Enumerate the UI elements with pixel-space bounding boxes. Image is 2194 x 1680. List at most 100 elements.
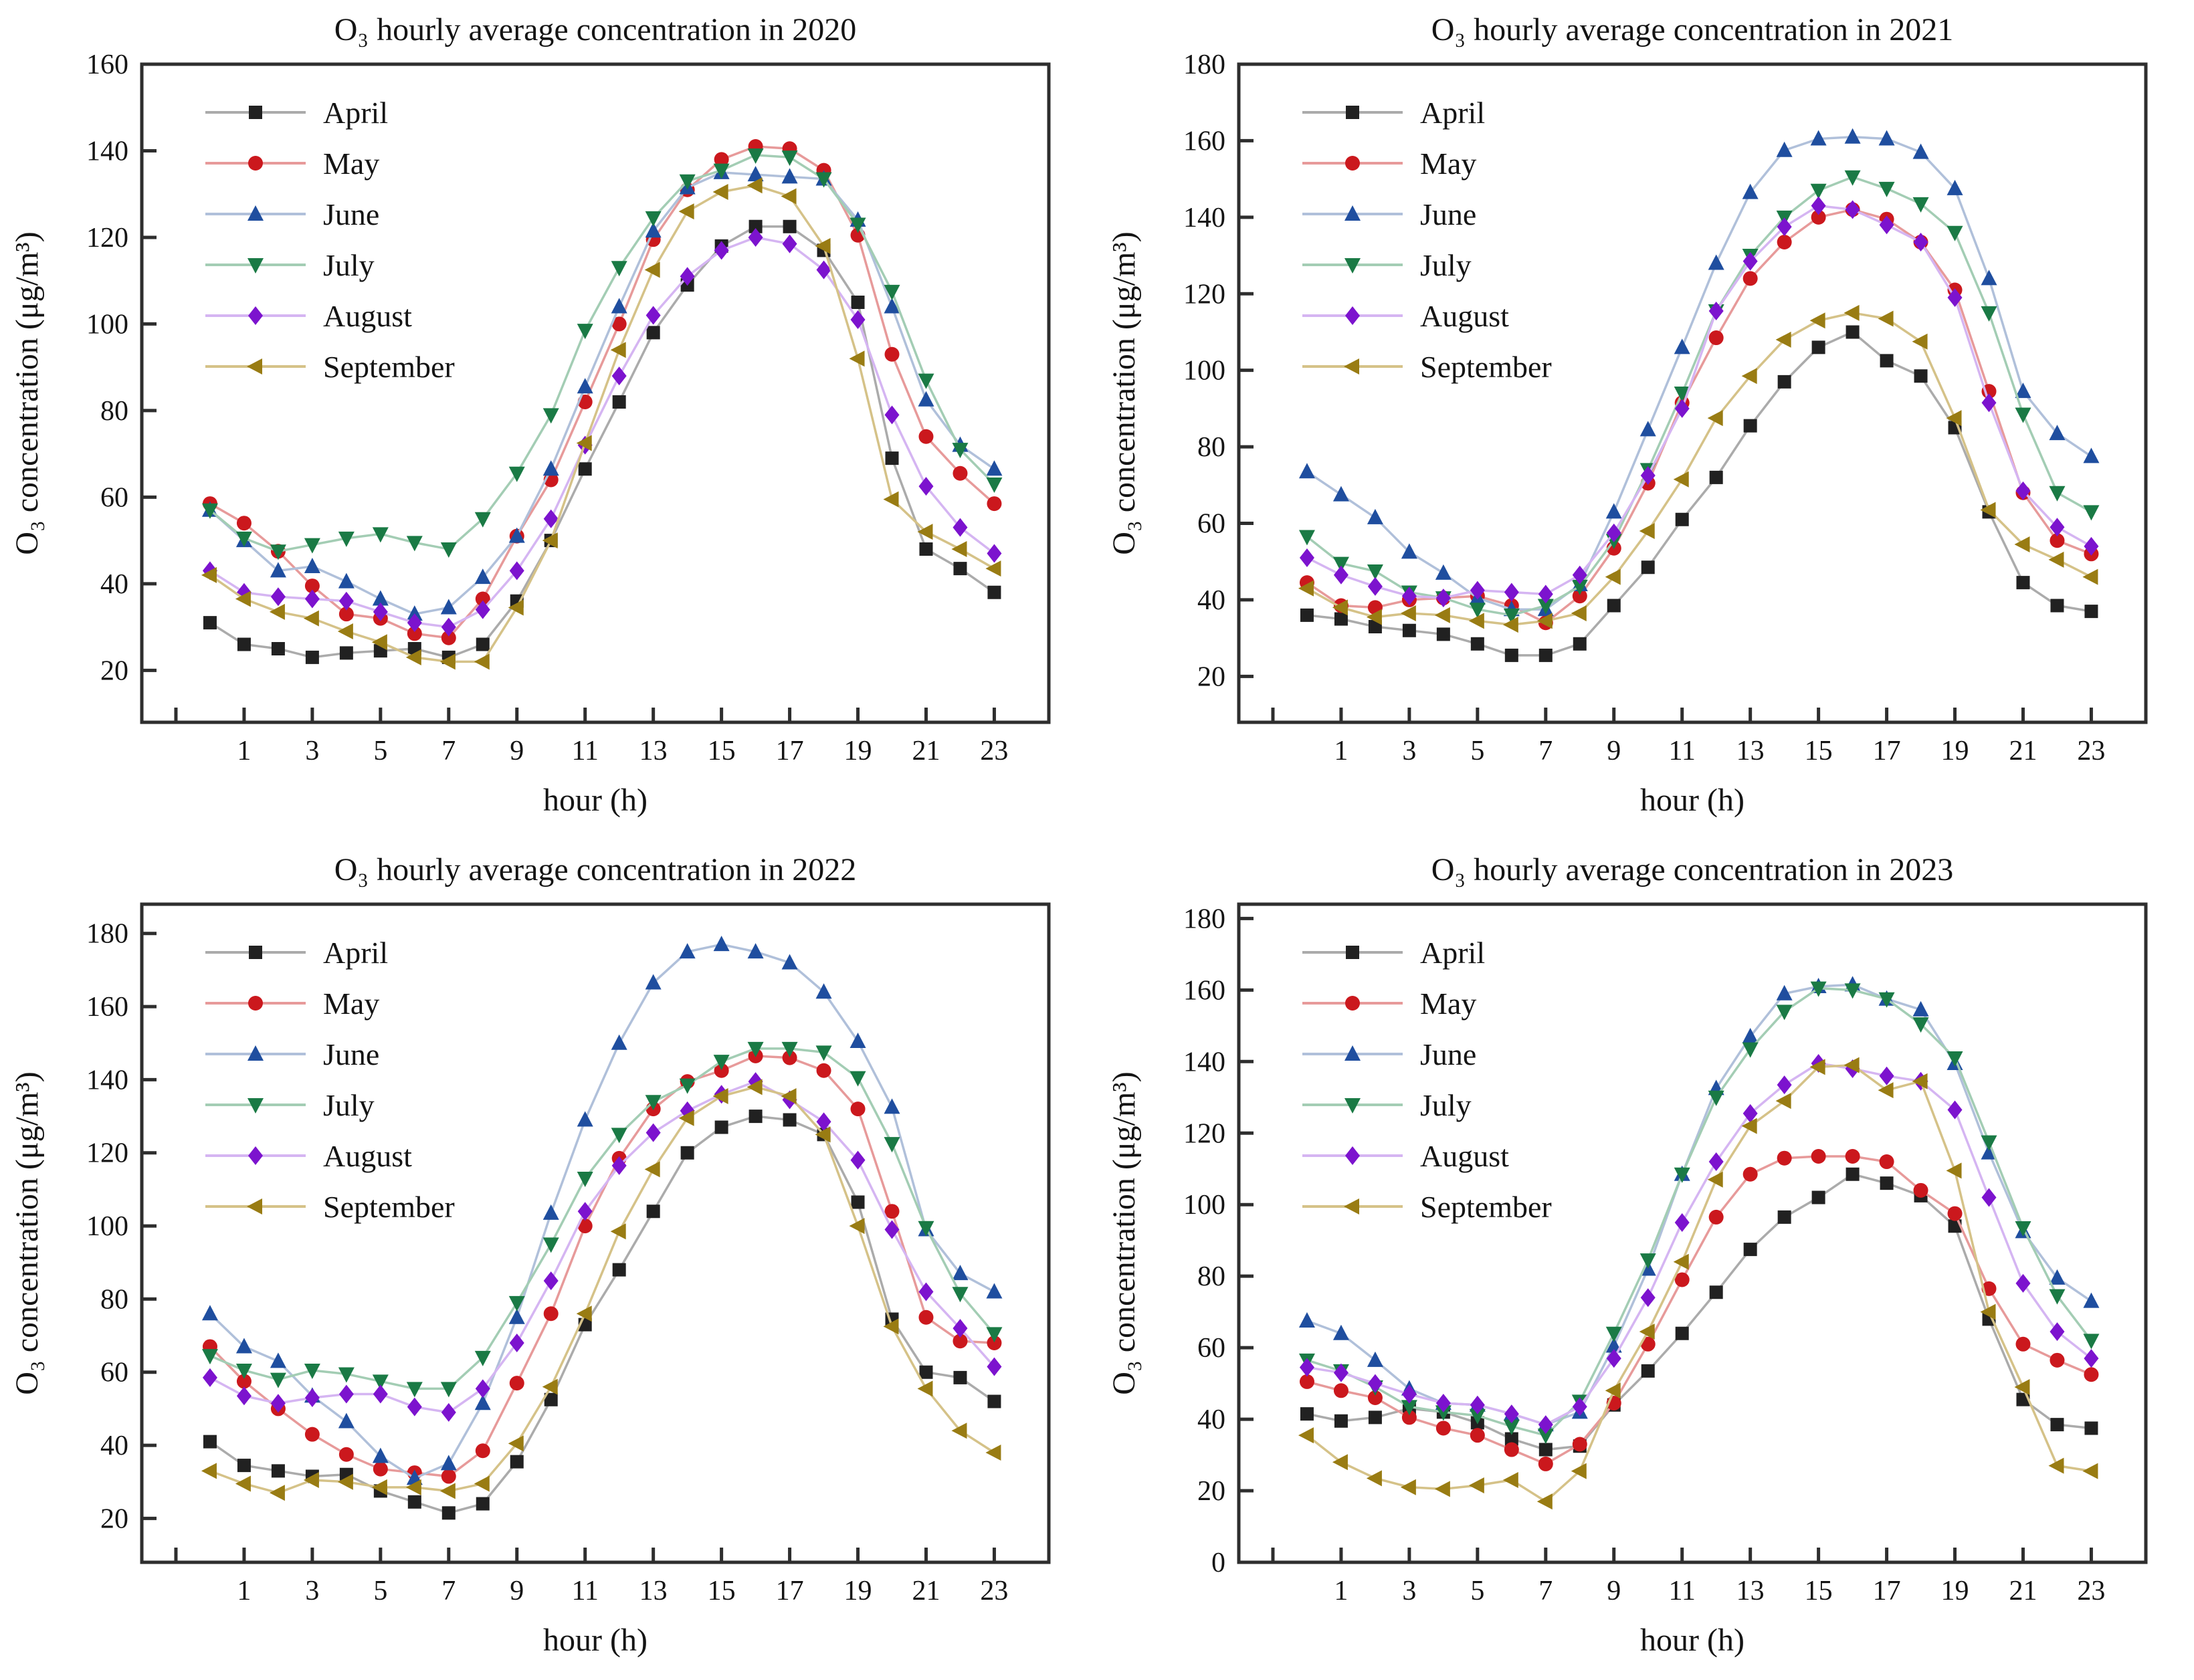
series-line-july — [1306, 175, 2092, 617]
y-tick-label: 40 — [1197, 585, 1225, 616]
series-marker-june — [235, 1338, 252, 1354]
series-marker-july — [1981, 306, 1997, 322]
series-marker-april — [1811, 340, 1825, 354]
x-tick-label: 19 — [844, 736, 872, 766]
series-marker-july — [508, 1295, 525, 1311]
series-marker-june — [270, 1352, 286, 1368]
series-marker-september — [2014, 536, 2030, 552]
series-marker-june — [577, 1111, 593, 1127]
series-marker-july — [679, 1078, 696, 1094]
series-marker-june — [1298, 1312, 1315, 1328]
series-marker-may — [338, 607, 354, 622]
series-marker-june — [304, 557, 320, 573]
y-tick-label: 20 — [1197, 1476, 1225, 1507]
series-marker-august — [2084, 536, 2099, 556]
series-marker-august — [987, 544, 1002, 563]
series-marker-september — [1536, 1493, 1553, 1510]
series-marker-june — [440, 599, 457, 615]
series-marker-july — [338, 531, 355, 547]
legend-marker-april — [249, 946, 262, 959]
series-marker-july — [986, 477, 1003, 493]
series-marker-may — [1572, 1437, 1587, 1452]
x-tick-label: 17 — [776, 1576, 804, 1606]
series-marker-june — [747, 166, 764, 182]
x-tick-label: 11 — [571, 736, 598, 766]
series-marker-september — [508, 1435, 524, 1452]
series-marker-may — [1742, 271, 1758, 286]
legend-label-september: September — [1420, 350, 1552, 384]
series-marker-september — [1843, 304, 1860, 321]
series-marker-september — [1639, 522, 1655, 539]
y-tick-label: 0 — [1211, 1548, 1225, 1578]
series-marker-august — [884, 405, 900, 425]
legend-marker-september — [247, 358, 262, 375]
x-tick-label: 21 — [912, 1576, 940, 1606]
series-marker-july — [781, 1041, 798, 1057]
series-marker-july — [1708, 1090, 1724, 1106]
series-marker-june — [372, 590, 389, 606]
series-marker-september — [678, 203, 694, 220]
series-marker-august — [1981, 393, 1997, 413]
series-marker-july — [611, 261, 627, 277]
series-marker-may — [1504, 1442, 1519, 1457]
x-tick-label: 11 — [1668, 1576, 1695, 1606]
series-marker-september — [2082, 568, 2098, 585]
series-marker-may — [987, 1336, 1002, 1350]
y-tick-label: 80 — [1197, 432, 1225, 463]
series-marker-july — [474, 512, 491, 528]
series-marker-august — [1538, 1415, 1553, 1435]
series-marker-september — [1980, 502, 1996, 518]
series-marker-july — [1503, 1419, 1520, 1435]
series-marker-april — [680, 1146, 694, 1160]
series-marker-may — [373, 1461, 388, 1477]
x-tick-label: 1 — [1334, 1576, 1348, 1606]
series-marker-july — [952, 443, 969, 459]
series-marker-august — [1913, 233, 1928, 252]
series-marker-april — [1607, 599, 1621, 613]
series-marker-june — [850, 1033, 866, 1048]
series-marker-april — [203, 1435, 217, 1449]
series-marker-september — [1673, 1253, 1689, 1270]
series-marker-april — [1641, 1364, 1655, 1378]
legend-label-august: August — [323, 299, 412, 333]
series-marker-august — [1333, 565, 1349, 585]
series-marker-july — [372, 1374, 389, 1390]
series-marker-june — [1776, 141, 1793, 157]
x-tick-label: 23 — [2077, 736, 2105, 766]
x-tick-label: 5 — [373, 1576, 387, 1606]
series-marker-april — [1436, 627, 1450, 641]
series-marker-april — [237, 1459, 251, 1473]
series-marker-september — [1741, 368, 1757, 385]
series-marker-april — [476, 1497, 490, 1511]
series-marker-june — [952, 1265, 969, 1281]
series-marker-july — [2015, 1221, 2031, 1237]
legend-marker-april — [1346, 106, 1359, 119]
series-marker-june — [1844, 128, 1861, 144]
legend-label-april: April — [1420, 96, 1485, 130]
series-marker-april — [1777, 375, 1791, 389]
series-marker-august — [1845, 200, 1860, 219]
series-marker-july — [679, 174, 696, 190]
series-marker-july — [1367, 564, 1383, 581]
series-marker-april — [1402, 623, 1416, 637]
series-marker-september — [1741, 1118, 1757, 1134]
series-marker-june — [338, 1412, 355, 1429]
series-marker-august — [1470, 1395, 1485, 1414]
y-tick-label: 40 — [100, 1431, 128, 1461]
legend-marker-may — [248, 996, 263, 1011]
series-marker-august — [816, 260, 831, 280]
series-marker-july — [474, 1350, 491, 1366]
series-marker-september — [1605, 568, 1621, 585]
series-marker-august — [953, 518, 968, 537]
series-marker-june — [747, 943, 764, 959]
series-marker-september — [371, 1479, 387, 1495]
series-marker-june — [201, 1305, 218, 1321]
series-marker-september — [917, 524, 933, 540]
series-marker-april — [851, 296, 865, 310]
series-marker-august — [1981, 1188, 1997, 1207]
series-marker-july — [1537, 1429, 1554, 1445]
series-marker-august — [1538, 585, 1553, 604]
y-tick-label: 20 — [100, 655, 128, 686]
x-tick-label: 23 — [980, 1576, 1008, 1606]
series-marker-june — [1401, 543, 1417, 559]
